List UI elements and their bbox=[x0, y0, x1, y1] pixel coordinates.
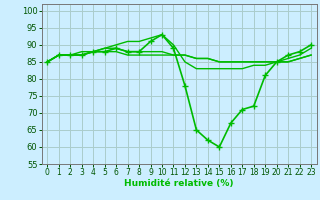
X-axis label: Humidité relative (%): Humidité relative (%) bbox=[124, 179, 234, 188]
